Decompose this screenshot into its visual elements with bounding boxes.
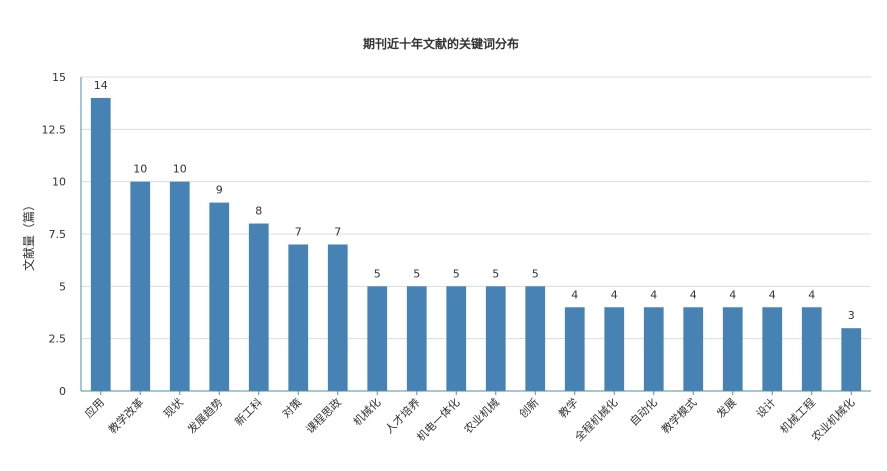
x-category-label: 机电一体化: [414, 395, 463, 444]
bar: [841, 328, 862, 391]
data-label: 4: [571, 288, 578, 301]
x-category-label: 创新: [516, 395, 541, 420]
x-category-label: 人才培养: [382, 395, 423, 436]
x-category-label: 现状: [160, 395, 185, 420]
x-category-label: 全程机械化: [572, 395, 621, 444]
bar: [327, 244, 348, 391]
y-axis-label: 文献量（篇）: [21, 199, 36, 271]
data-label: 7: [334, 225, 341, 238]
bar: [367, 286, 388, 391]
x-category-label: 农业机械: [461, 395, 502, 436]
bar: [209, 202, 230, 391]
y-tick-label: 2.5: [49, 333, 67, 346]
bar: [722, 307, 743, 391]
grid-lines: [81, 76, 871, 340]
data-label: 10: [173, 163, 187, 176]
bar: [525, 286, 546, 391]
y-tick-label: 0: [59, 385, 66, 398]
data-label: 5: [453, 267, 460, 280]
bar: [485, 286, 506, 391]
data-label: 4: [729, 288, 736, 301]
x-category-label: 教学: [555, 395, 580, 420]
y-tick-label: 10: [52, 176, 66, 189]
bar: [288, 244, 309, 391]
data-label: 5: [492, 267, 499, 280]
data-label: 10: [133, 163, 147, 176]
data-label: 14: [94, 79, 108, 92]
data-label: 4: [650, 288, 657, 301]
x-category-label: 自动化: [627, 395, 660, 428]
x-category-label: 机械工程: [777, 395, 818, 436]
x-category-label: 农业机械化: [809, 395, 858, 444]
data-label: 4: [611, 288, 618, 301]
bar: [446, 286, 467, 391]
data-label: 3: [848, 309, 855, 322]
bar: [90, 97, 111, 391]
y-tick-label: 12.5: [42, 123, 67, 136]
bar: [604, 307, 625, 391]
bar: [406, 286, 427, 391]
x-category-label: 教学模式: [658, 395, 699, 436]
bar: [762, 307, 783, 391]
x-category-label: 课程思政: [303, 395, 344, 436]
x-category-label: 机械化: [350, 395, 383, 428]
data-label: 5: [374, 267, 381, 280]
x-category-label: 发展趋势: [184, 395, 225, 436]
data-label: 5: [532, 267, 539, 280]
bar: [643, 307, 664, 391]
bar: [564, 307, 585, 391]
bar: [683, 307, 704, 391]
data-label: 4: [769, 288, 776, 301]
data-label: 4: [690, 288, 697, 301]
bar: [248, 223, 269, 391]
data-label: 7: [295, 225, 302, 238]
data-label: 8: [255, 205, 262, 218]
x-category-label: 新工科: [232, 395, 265, 428]
bar: [130, 181, 151, 391]
bars: [90, 97, 862, 391]
axes: [80, 77, 871, 395]
bar: [801, 307, 822, 391]
y-tick-label: 7.5: [49, 228, 67, 241]
chart-title: 期刊近十年文献的关键词分布: [363, 36, 519, 51]
x-category-label: 应用: [81, 395, 106, 420]
data-label: 9: [216, 184, 223, 197]
y-tick-label: 5: [59, 280, 66, 293]
x-category-label: 设计: [754, 396, 779, 421]
x-category-label: 教学改革: [105, 395, 146, 436]
x-category-label: 对策: [279, 395, 304, 420]
data-label: 4: [808, 288, 815, 301]
data-label: 5: [413, 267, 420, 280]
y-tick-label: 15: [52, 71, 66, 84]
x-category-label: 发展: [713, 395, 738, 420]
bar: [169, 181, 190, 391]
